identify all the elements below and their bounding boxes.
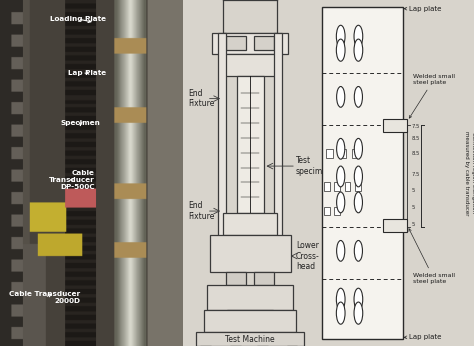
Bar [322,7,403,339]
Text: Specimen: Specimen [61,120,100,126]
Circle shape [354,86,363,107]
Bar [383,119,407,132]
Text: Loading Plate: Loading Plate [50,16,106,22]
Text: Cable
Transducer
DP-500C: Cable Transducer DP-500C [49,170,95,190]
Bar [345,182,350,191]
Bar [223,54,277,76]
Text: Connection region elongation
measured by cable transducer: Connection region elongation measured by… [465,131,474,215]
Circle shape [354,138,363,159]
Circle shape [337,302,345,324]
Circle shape [337,166,345,187]
Circle shape [354,302,363,324]
Circle shape [337,86,345,107]
Bar [334,182,340,191]
Bar [324,182,330,191]
Bar [352,149,359,158]
Text: End
Fixture: End Fixture [188,201,214,221]
Circle shape [354,39,363,61]
Circle shape [354,166,363,187]
Text: Lap Plate: Lap Plate [68,70,106,76]
Circle shape [337,192,345,213]
Text: 7.5: 7.5 [411,172,420,177]
Bar [196,332,304,346]
Bar [207,285,293,310]
Bar [226,36,246,50]
Text: Welded small
steel plate: Welded small steel plate [409,74,455,118]
Bar [254,272,274,285]
Bar [274,33,283,261]
Text: 7.5: 7.5 [411,124,420,129]
Text: 8.5: 8.5 [411,136,420,141]
Bar [334,207,340,215]
Text: Cable Transducer
2000D: Cable Transducer 2000D [9,291,80,304]
Circle shape [337,39,345,61]
Circle shape [337,25,345,47]
Bar [339,149,346,158]
Bar [355,182,361,191]
Text: Test Machine: Test Machine [225,335,275,344]
Bar [327,149,333,158]
Text: Lap plate: Lap plate [404,334,441,340]
Bar [324,207,330,215]
Bar [383,219,407,232]
Bar [218,33,226,261]
Circle shape [337,240,345,261]
Text: 5: 5 [411,188,415,193]
Text: Lower
Cross-
head: Lower Cross- head [296,241,320,271]
Circle shape [337,288,345,310]
Text: 5: 5 [411,222,415,227]
Text: End
Fixture: End Fixture [188,89,214,108]
Text: Welded small
steel plate: Welded small steel plate [409,229,455,284]
Bar [223,213,277,235]
Text: 8.5: 8.5 [411,152,420,156]
Bar [226,272,246,285]
Circle shape [354,240,363,261]
Text: Test
specimen: Test specimen [296,156,333,176]
Circle shape [354,25,363,47]
Bar [204,310,296,332]
Bar [237,76,264,213]
Circle shape [354,288,363,310]
Bar [227,310,273,325]
Circle shape [354,192,363,213]
Bar [212,33,288,54]
Circle shape [337,138,345,159]
Bar [210,235,291,272]
Text: 5: 5 [411,205,415,210]
Bar [254,36,274,50]
Text: Lap plate: Lap plate [404,6,441,12]
